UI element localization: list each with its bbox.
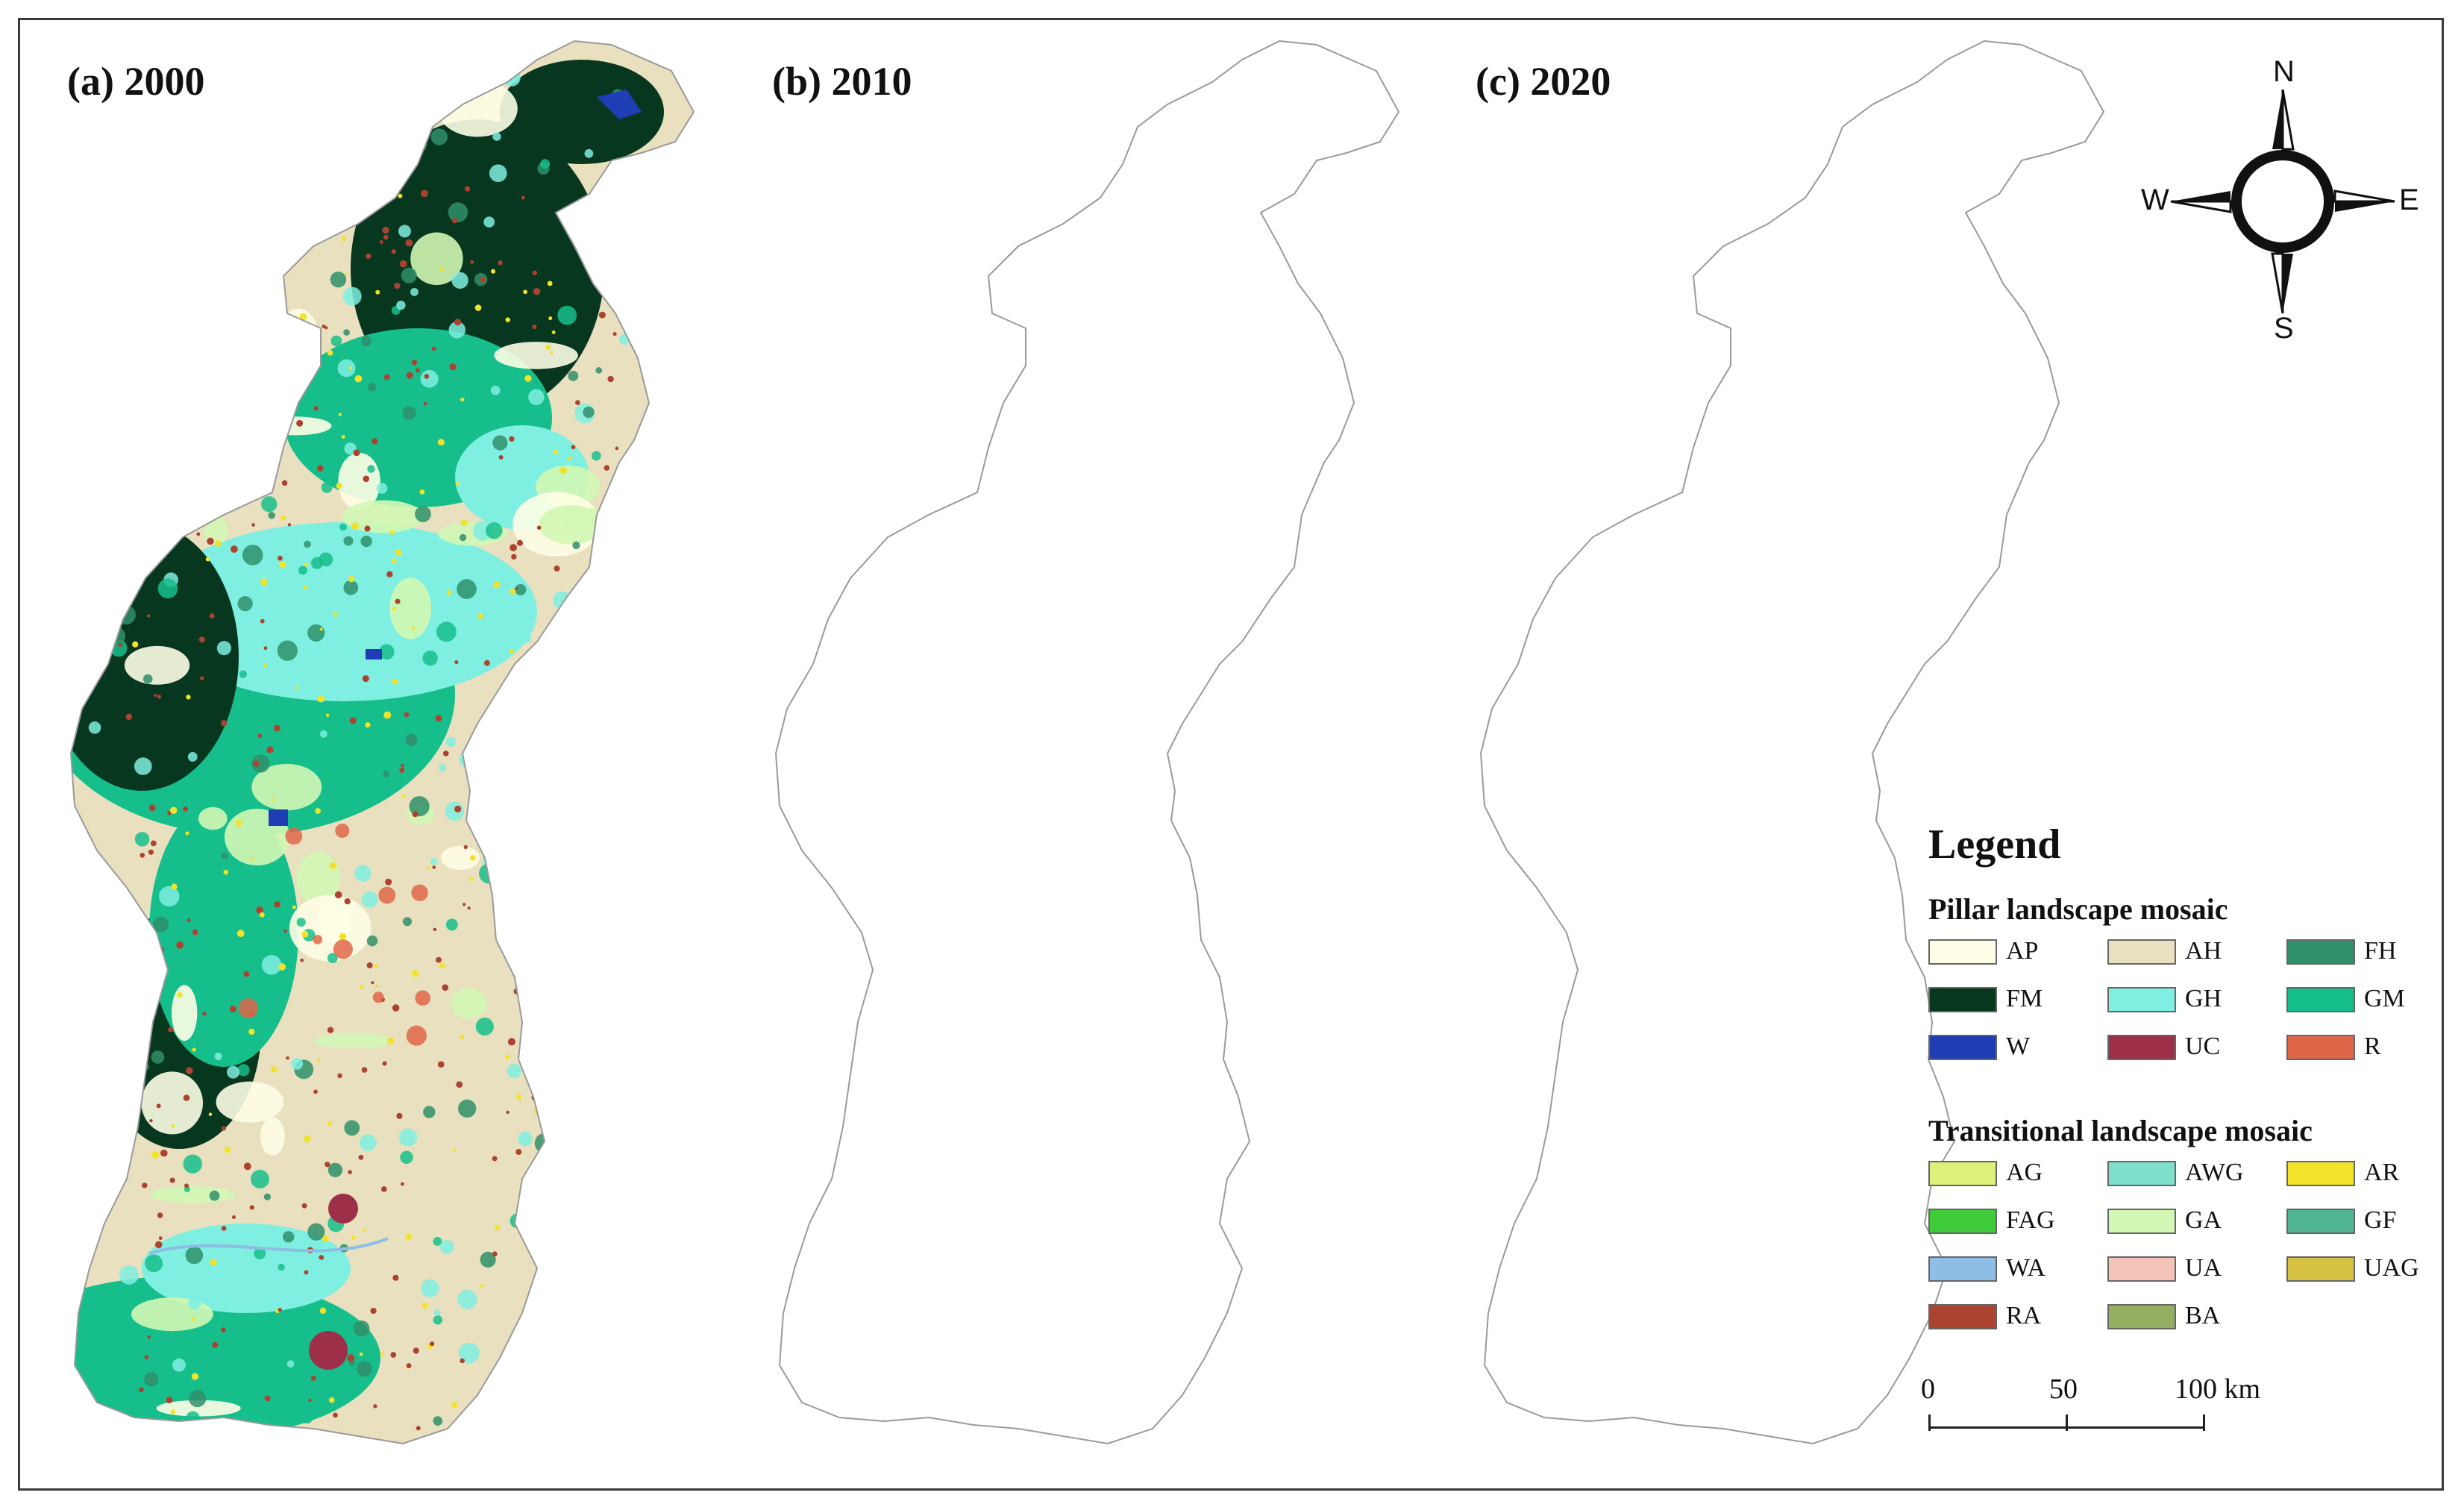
panel-title-c: (c) 2020 xyxy=(1476,59,1611,104)
legend-swatch xyxy=(2286,1209,2355,1234)
legend-swatch xyxy=(1928,1161,1997,1186)
legend-code: AH xyxy=(2185,937,2222,965)
legend-code: GA xyxy=(2185,1206,2222,1234)
legend-code: WA xyxy=(2006,1254,2046,1282)
legend-code: AG xyxy=(2006,1159,2043,1186)
compass-south-label: S xyxy=(2274,312,2294,345)
map-panel-2010 xyxy=(775,40,1399,1444)
legend-code: R xyxy=(2364,1033,2381,1060)
legend-swatch xyxy=(2107,1256,2176,1282)
compass-east-label: E xyxy=(2399,184,2419,216)
map-legend: Legend Pillar landscape mosaic AP AH FH FM G… xyxy=(1928,821,2451,1462)
compass-west-label: W xyxy=(2141,184,2169,216)
legend-code: W xyxy=(2006,1033,2031,1060)
legend-swatch xyxy=(1928,1035,1997,1060)
panel-title-b: (b) 2010 xyxy=(772,59,912,104)
legend-swatch xyxy=(2286,1161,2355,1186)
legend-transitional-heading: Transitional landscape mosaic xyxy=(1928,1114,2313,1147)
legend-code: GF xyxy=(2364,1206,2397,1234)
legend-code: GM xyxy=(2364,985,2405,1012)
legend-swatch xyxy=(2107,939,2176,965)
legend-swatch xyxy=(2107,1304,2176,1329)
legend-code: FH xyxy=(2364,937,2397,965)
legend-code: AP xyxy=(2006,937,2039,965)
legend-swatch xyxy=(1928,939,1997,965)
scale-tick xyxy=(2203,1415,2205,1431)
legend-swatch xyxy=(2286,987,2355,1012)
legend-code: RA xyxy=(2006,1302,2042,1329)
legend-code: GH xyxy=(2185,985,2222,1012)
legend-code: UC xyxy=(2185,1033,2221,1060)
legend-code: UAG xyxy=(2364,1254,2419,1282)
scale-bar: 0 50 100 km xyxy=(1921,1373,2264,1455)
scale-tick xyxy=(2066,1415,2068,1431)
legend-swatch xyxy=(1928,1304,1997,1329)
compass-north-label: N xyxy=(2273,55,2295,88)
scale-label-0: 0 xyxy=(1921,1373,1935,1405)
scale-label-50: 50 xyxy=(2049,1373,2078,1405)
legend-swatch xyxy=(2107,987,2176,1012)
legend-swatch xyxy=(2107,1035,2176,1060)
scale-label-100: 100 km xyxy=(2175,1373,2261,1405)
legend-pillar-heading: Pillar landscape mosaic xyxy=(1928,892,2228,926)
legend-code: AWG xyxy=(2185,1159,2244,1186)
legend-swatch xyxy=(2107,1209,2176,1234)
legend-swatch xyxy=(2107,1161,2176,1186)
legend-code: UA xyxy=(2185,1254,2222,1282)
legend-swatch xyxy=(2286,1035,2355,1060)
compass-rose-icon xyxy=(2170,89,2395,314)
legend-code: FAG xyxy=(2006,1206,2055,1234)
legend-title: Legend xyxy=(1928,821,2061,868)
legend-swatch xyxy=(2286,1256,2355,1282)
legend-swatch xyxy=(1928,1256,1997,1282)
scale-tick xyxy=(1928,1415,1931,1431)
panel-title-a: (a) 2000 xyxy=(67,59,205,104)
legend-code: BA xyxy=(2185,1302,2221,1329)
legend-code: FM xyxy=(2006,985,2043,1012)
map-panel-2000 xyxy=(70,40,695,1444)
legend-swatch xyxy=(1928,987,1997,1012)
legend-swatch xyxy=(1928,1209,1997,1234)
legend-swatch xyxy=(2286,939,2355,965)
north-arrow-compass: N S W E xyxy=(2141,55,2424,358)
legend-code: AR xyxy=(2364,1159,2400,1186)
